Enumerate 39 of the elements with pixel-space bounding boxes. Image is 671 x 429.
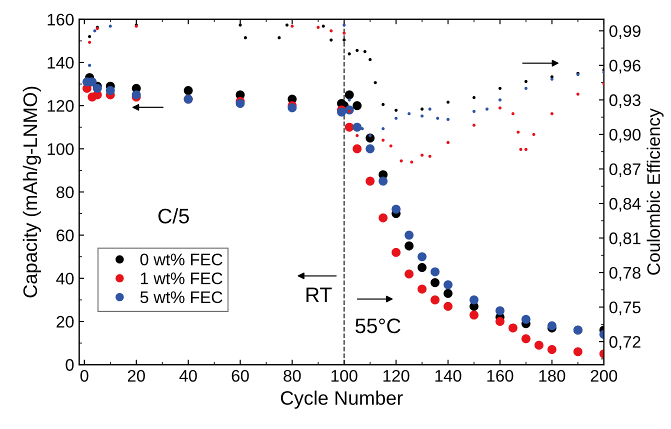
y-tick-label: 120 [48, 100, 74, 112]
x-tick-label: 80 [284, 370, 301, 382]
y-tick-label: 20 [56, 316, 74, 328]
x-tick-label: 180 [539, 370, 566, 382]
x-axis-title: Cycle Number [280, 390, 403, 409]
y2-tick-label: 0,78 [609, 266, 640, 281]
y2-tick-label: 0,90 [609, 128, 641, 143]
legend-label: 0 wt% FEC [140, 254, 222, 266]
x-tick-label: 40 [179, 370, 197, 382]
y-tick-label: 140 [48, 56, 74, 69]
y2-tick-label: 0,81 [609, 232, 640, 246]
x-tick-label: 100 [332, 370, 358, 382]
x-tick-label: 140 [435, 370, 462, 382]
y-tick-label: 0 [66, 359, 74, 371]
annotation: 55°C [355, 318, 400, 334]
x-tick-label: 20 [128, 370, 145, 382]
x-tick-label: 120 [383, 370, 410, 382]
y2-tick-label: 0,72 [609, 336, 640, 350]
x-tick-label: 60 [232, 370, 249, 382]
y2-tick-label: 0,99 [609, 25, 640, 39]
y-tick-label: 80 [56, 186, 74, 198]
x-tick-label: 160 [487, 370, 514, 382]
x-tick-label: 0 [80, 370, 88, 382]
y-tick-label: 40 [56, 272, 74, 285]
y2-axis-title: Coulombic Efficiency [646, 108, 664, 275]
x-tick-label: 200 [590, 370, 618, 382]
y2-tick-label: 0,84 [609, 198, 641, 212]
annotation: C/5 [158, 208, 189, 224]
annotation: RT [306, 288, 332, 302]
y-tick-label: 160 [48, 14, 74, 26]
y2-tick-label: 0,87 [609, 163, 640, 178]
y-tick-label: 60 [56, 230, 74, 242]
y2-tick-label: 0,75 [609, 301, 640, 316]
legend-label: 5 wt% FEC [140, 291, 222, 304]
y2-tick-label: 0,93 [609, 94, 640, 108]
y-axis-title: Capacity (mAh/g-LNMO) [22, 86, 41, 298]
y-tick-label: 100 [48, 143, 74, 156]
legend-label: 1 wt% FEC [140, 272, 222, 284]
y2-tick-label: 0,96 [609, 60, 640, 74]
